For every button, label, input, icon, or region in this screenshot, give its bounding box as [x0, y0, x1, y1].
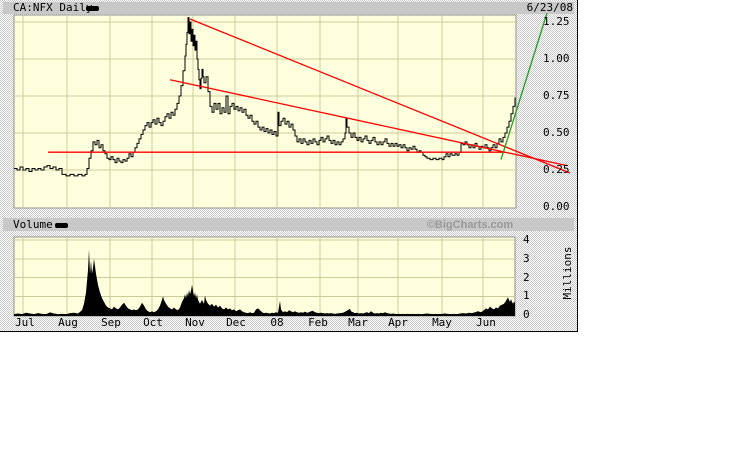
- trendline-breakout-green: [500, 12, 548, 160]
- month-tick-label: Jun: [476, 316, 496, 329]
- trendline-resistance-upper: [189, 18, 571, 174]
- volume-tick-label: 3: [523, 251, 530, 265]
- volume-section-label: Volume: [13, 218, 53, 231]
- price-tick-label: 1.25: [543, 15, 570, 28]
- price-tick-label: 0.75: [543, 89, 570, 102]
- month-tick-label: 08: [270, 316, 284, 329]
- chart-date: 6/23/08: [526, 1, 573, 14]
- month-tick-label: Oct: [143, 316, 163, 329]
- month-tick-label: Sep: [101, 316, 121, 329]
- bigcharts-panel: CA:NFX Daily 6/23/08 Volume ©BigCharts.c…: [0, 0, 578, 332]
- month-tick-label: Nov: [185, 316, 205, 329]
- volume-section-bar: [3, 218, 574, 231]
- volume-axis-unit-label: Millions: [561, 246, 574, 300]
- month-tick-label: May: [432, 316, 452, 329]
- chart-title: CA:NFX Daily: [13, 1, 93, 14]
- title-bar: [3, 2, 574, 14]
- month-tick-label: Apr: [388, 316, 408, 329]
- price-series-marker-icon: [86, 6, 99, 11]
- price-plot-area: [13, 14, 517, 209]
- volume-tick-label: 2: [523, 270, 530, 284]
- price-tick-label: 0.50: [543, 126, 570, 139]
- month-tick-label: Feb: [308, 316, 328, 329]
- price-series: [14, 17, 516, 177]
- price-tick-label: 0.25: [543, 163, 570, 176]
- volume-tick-label: 0: [523, 308, 530, 321]
- month-tick-label: Mar: [348, 316, 368, 329]
- price-tick-label: 1.00: [543, 52, 570, 65]
- bigcharts-watermark: ©BigCharts.com: [426, 219, 514, 231]
- month-tick-label: Dec: [226, 316, 246, 329]
- price-tick-label: 0.00: [543, 200, 570, 213]
- month-tick-label: Jul: [15, 316, 35, 329]
- month-tick-label: Aug: [58, 316, 78, 329]
- volume-tick-label: 4: [523, 233, 530, 246]
- trendline-resistance-lower: [169, 79, 568, 167]
- volume-tick-label: 1: [523, 289, 530, 303]
- volume-series-marker-icon: [55, 223, 68, 228]
